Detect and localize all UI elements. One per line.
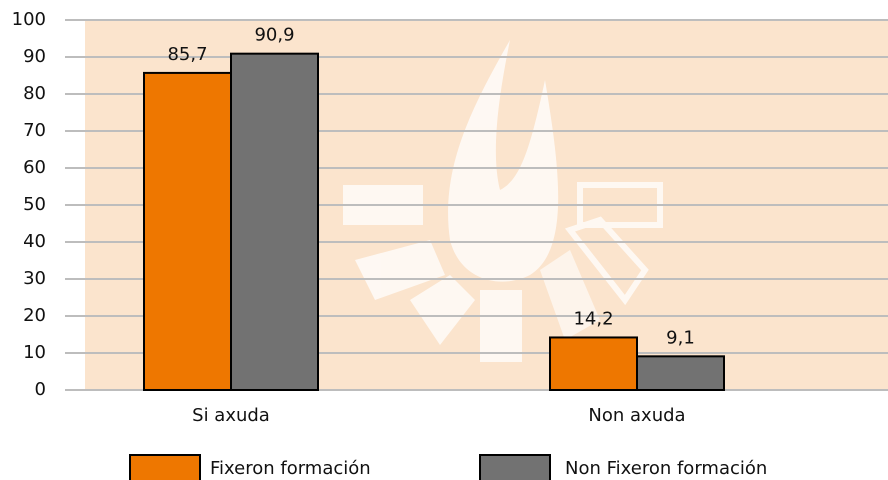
y-tick-label: 10 [23, 342, 46, 363]
y-tick-label: 80 [23, 83, 46, 104]
value-label: 90,9 [254, 25, 294, 46]
y-tick-label: 30 [23, 268, 46, 289]
legend-label: Non Fixeron formación [565, 458, 767, 479]
y-tick-label: 20 [23, 305, 46, 326]
value-label: 85,7 [167, 44, 207, 65]
x-tick-label: Si axuda [192, 405, 270, 426]
y-tick-label: 90 [23, 46, 46, 67]
bar [143, 71, 232, 391]
y-tick-label: 70 [23, 120, 46, 141]
value-label: 9,1 [666, 327, 695, 348]
y-tick-label: 100 [12, 9, 46, 30]
bar [230, 52, 319, 391]
bar [549, 336, 638, 391]
value-label: 14,2 [573, 308, 613, 329]
y-tick-label: 50 [23, 194, 46, 215]
y-tick-label: 40 [23, 231, 46, 252]
y-tick-label: 60 [23, 157, 46, 178]
bar [636, 355, 725, 391]
y-tick-label: 0 [35, 379, 46, 400]
legend-swatch [479, 454, 551, 480]
x-tick-label: Non axuda [588, 405, 685, 426]
legend-swatch [129, 454, 201, 480]
legend-label: Fixeron formación [210, 458, 371, 479]
